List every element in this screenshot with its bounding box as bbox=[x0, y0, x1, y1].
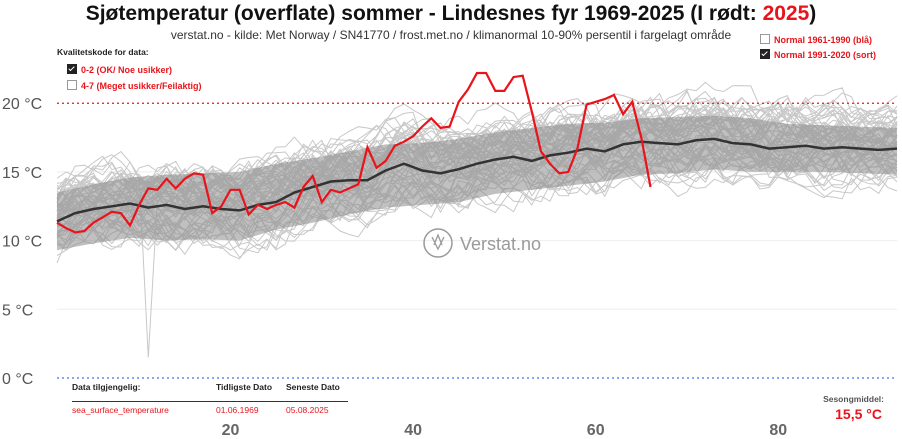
y-axis-ticks: 0 °C 5 °C 10 °C 15 °C 20 °C bbox=[2, 96, 42, 388]
table-header-latest: Seneste Dato bbox=[286, 382, 340, 392]
y-tick-label: 15 °C bbox=[2, 165, 42, 182]
table-header-data: Data tilgjengelig: bbox=[72, 382, 141, 392]
table-header-earliest: Tidligste Dato bbox=[216, 382, 273, 392]
normal-line bbox=[56, 137, 898, 223]
x-tick-label: 60 bbox=[587, 422, 605, 439]
x-tick-label: 20 bbox=[222, 422, 240, 439]
x-axis-ticks: 20 40 60 80 bbox=[222, 422, 788, 439]
chart-title: Sjøtemperatur (overflate) sommer - Linde… bbox=[85, 2, 817, 25]
watermark-text: Verstat.no bbox=[460, 234, 541, 254]
normal-band bbox=[57, 115, 897, 251]
season-mean-label: Sesongmiddel: bbox=[823, 394, 884, 404]
chart-subtitle: verstat.no - kilde: Met Norway / SN41770… bbox=[170, 28, 732, 42]
watermark-logo-icon bbox=[423, 228, 453, 258]
percentile-band bbox=[57, 115, 897, 251]
y-tick-label: 5 °C bbox=[2, 302, 33, 319]
normal-median-line bbox=[56, 137, 898, 223]
normal-1991-2020-toggle[interactable]: Normal 1991-2020 (sort) bbox=[760, 49, 876, 60]
table-cell-variable: sea_surface_temperature bbox=[72, 405, 169, 415]
checkbox-empty-icon[interactable] bbox=[67, 80, 77, 90]
table-cell-latest: 05.08.2025 bbox=[286, 405, 329, 415]
checkbox-checked-icon[interactable] bbox=[67, 64, 77, 74]
quality-option-ok[interactable]: 0-2 (OK/ Noe usikker) bbox=[67, 64, 172, 75]
current-year-2025-line bbox=[56, 71, 652, 234]
current-year-line bbox=[56, 71, 652, 234]
x-tick-label: 80 bbox=[769, 422, 787, 439]
reference-lines bbox=[57, 102, 897, 379]
y-tick-label: 10 °C bbox=[2, 234, 42, 251]
season-mean-value: 15,5 °C bbox=[835, 406, 882, 422]
checkbox-empty-icon[interactable] bbox=[760, 34, 770, 44]
table-cell-earliest: 01.06.1969 bbox=[216, 405, 259, 415]
quality-filter-title: Kvalitetskode for data: bbox=[57, 47, 149, 57]
quality-option-uncertain[interactable]: 4-7 (Meget usikker/Feilaktig) bbox=[67, 80, 202, 91]
x-tick-label: 40 bbox=[404, 422, 422, 439]
table-divider bbox=[72, 401, 348, 402]
y-tick-label: 0 °C bbox=[2, 371, 33, 388]
checkbox-checked-icon[interactable] bbox=[760, 49, 770, 59]
normal-1961-1990-toggle[interactable]: Normal 1961-1990 (blå) bbox=[760, 34, 872, 45]
watermark: Verstat.no bbox=[423, 228, 541, 258]
y-tick-label: 20 °C bbox=[2, 96, 42, 113]
